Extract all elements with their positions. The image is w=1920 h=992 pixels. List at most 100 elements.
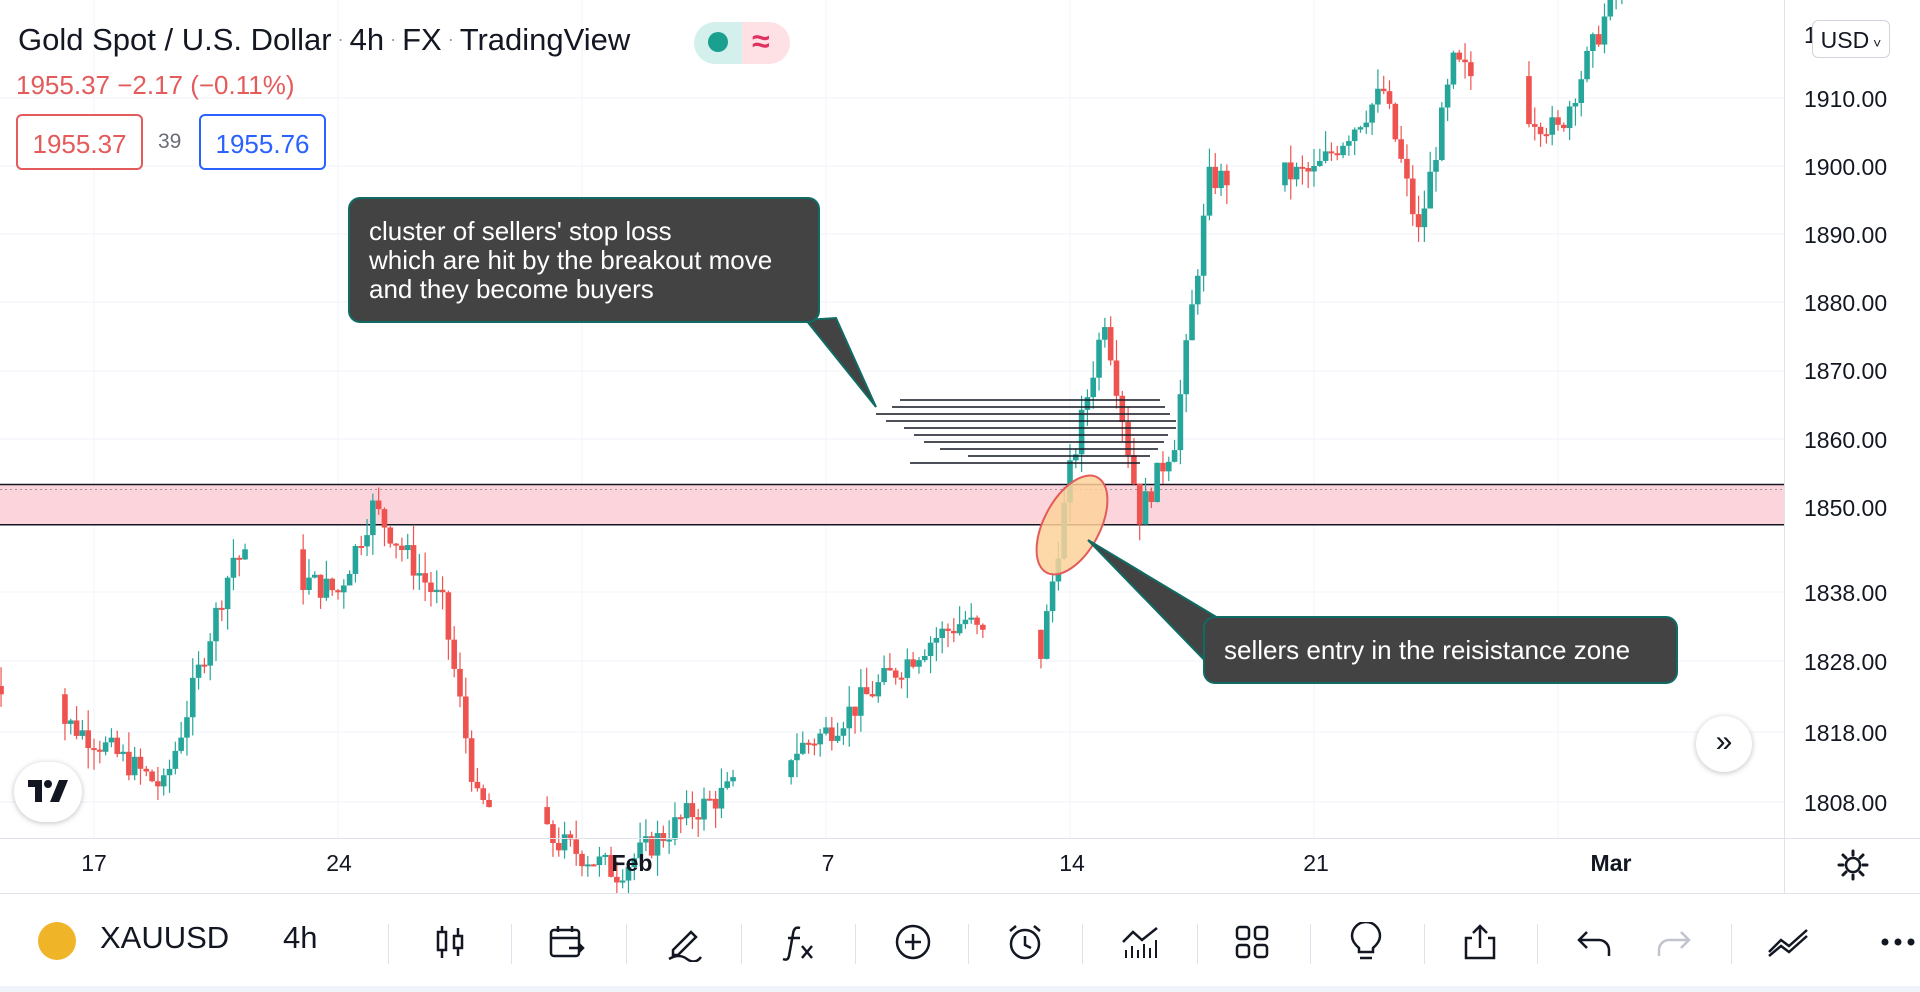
candle-down <box>1160 462 1166 472</box>
candle-up <box>1189 304 1195 341</box>
ideas-lightbulb-icon[interactable] <box>1336 912 1396 972</box>
candle-up <box>1142 491 1149 525</box>
candle-up <box>1590 34 1596 51</box>
candle-down <box>143 768 150 772</box>
tradingview-logo-icon[interactable] <box>14 762 82 822</box>
candle-down <box>463 696 469 739</box>
candle-up <box>311 574 318 578</box>
candle-down <box>1386 91 1393 104</box>
candle-down <box>1119 395 1126 423</box>
candle-down <box>375 500 382 510</box>
candle-up <box>1195 275 1201 305</box>
market-status-pill[interactable]: ≈ <box>694 22 790 64</box>
undo-icon[interactable] <box>1565 912 1625 972</box>
candle-up <box>1427 171 1433 209</box>
price-label: 1860.00 <box>1804 427 1888 453</box>
candle-down <box>1543 134 1550 137</box>
trend-chart-icon[interactable] <box>1757 912 1817 972</box>
candle-up <box>1450 52 1457 85</box>
symbol-legend[interactable]: Gold Spot / U.S. Dollar · 4h · FX · TradingVie… <box>18 22 631 57</box>
candle-down <box>648 836 655 856</box>
toolbar-divider <box>1197 924 1198 964</box>
toolbar-interval[interactable]: 4h <box>283 920 318 955</box>
indicators-fx-icon[interactable] <box>768 912 828 972</box>
toolbar-symbol[interactable]: XAUUSD <box>100 920 230 955</box>
gold-symbol-icon[interactable] <box>38 922 76 960</box>
price-change: 1955.37 −2.17 (−0.11%) <box>16 70 295 100</box>
candle-down <box>1526 76 1532 125</box>
candle-down <box>201 664 208 667</box>
toolbar-divider <box>1310 924 1311 964</box>
price-chart[interactable] <box>0 0 1920 893</box>
candle-up <box>585 864 591 867</box>
more-icon[interactable] <box>1866 912 1920 972</box>
candle-down <box>1113 360 1120 396</box>
candle-up <box>1351 129 1358 142</box>
price-label: 1850.00 <box>1804 495 1888 521</box>
candle-down <box>451 639 457 669</box>
candle-up <box>683 803 690 819</box>
candle-up <box>1049 581 1056 612</box>
candles-icon[interactable] <box>420 912 480 972</box>
candle-up <box>224 577 231 610</box>
candle-up <box>1566 106 1573 129</box>
candle-up <box>840 728 847 736</box>
candle-down <box>852 706 858 716</box>
candle-down <box>811 743 818 746</box>
toolbar-divider <box>388 924 389 964</box>
candle-up <box>213 607 219 642</box>
layout-grid-icon[interactable] <box>1222 912 1282 972</box>
currency-label: USD <box>1820 27 1870 53</box>
callout-sellers-entry[interactable]: sellers entry in the reisistance zone <box>1203 616 1678 684</box>
candle-down <box>219 607 225 610</box>
sell-button[interactable]: 1955.37 <box>16 114 143 170</box>
candle-up <box>108 737 115 743</box>
share-icon[interactable] <box>1450 912 1510 972</box>
callout-stop-loss-cluster[interactable]: cluster of sellers' stop loss which are … <box>348 197 820 323</box>
settings-gear-icon[interactable] <box>1836 848 1870 882</box>
candle-up <box>968 617 975 620</box>
candle-down <box>887 667 893 671</box>
alert-clock-icon[interactable] <box>995 912 1055 972</box>
candle-up <box>799 742 806 754</box>
candle-down <box>1409 178 1416 215</box>
scroll-to-realtime-button[interactable]: » <box>1696 716 1752 772</box>
candle-up <box>172 750 179 769</box>
time-label: Mar <box>1590 850 1632 876</box>
currency-selector[interactable]: USD ˅ <box>1812 20 1890 58</box>
candle-up <box>178 737 184 751</box>
candle-down <box>1595 34 1602 45</box>
candle-up <box>1322 151 1329 161</box>
candle-down <box>381 509 388 528</box>
candle-up <box>433 589 440 593</box>
candle-down <box>399 545 405 551</box>
draw-pen-icon[interactable] <box>655 912 715 972</box>
candle-down <box>614 876 620 883</box>
candle-down <box>1468 62 1474 77</box>
candle-down <box>1537 126 1544 135</box>
candle-up <box>364 535 370 547</box>
candle-up <box>1572 103 1579 107</box>
candle-up <box>724 781 731 788</box>
candle-down <box>300 549 306 590</box>
chart-area[interactable]: Gold Spot / U.S. Dollar · 4h · FX · TradingVie… <box>0 0 1920 893</box>
candle-down <box>951 630 957 634</box>
candle-down <box>317 574 324 598</box>
candle-up <box>1096 339 1102 378</box>
candle-up <box>1200 215 1207 276</box>
candle-down <box>869 694 876 697</box>
compare-calendar-icon[interactable] <box>537 912 597 972</box>
candle-down <box>660 833 667 841</box>
candle-down <box>579 853 585 867</box>
candle-up <box>904 659 911 678</box>
redo-icon[interactable] <box>1643 912 1703 972</box>
candle-up <box>1369 104 1375 123</box>
candle-up <box>730 777 736 782</box>
buy-button[interactable]: 1955.76 <box>199 114 326 170</box>
candle-up <box>1340 145 1346 156</box>
candle-up <box>184 717 190 738</box>
financials-chart-icon[interactable] <box>1110 912 1170 972</box>
legend-exchange: FX <box>402 22 442 57</box>
candle-down <box>1148 491 1155 502</box>
add-circle-icon[interactable] <box>883 912 943 972</box>
